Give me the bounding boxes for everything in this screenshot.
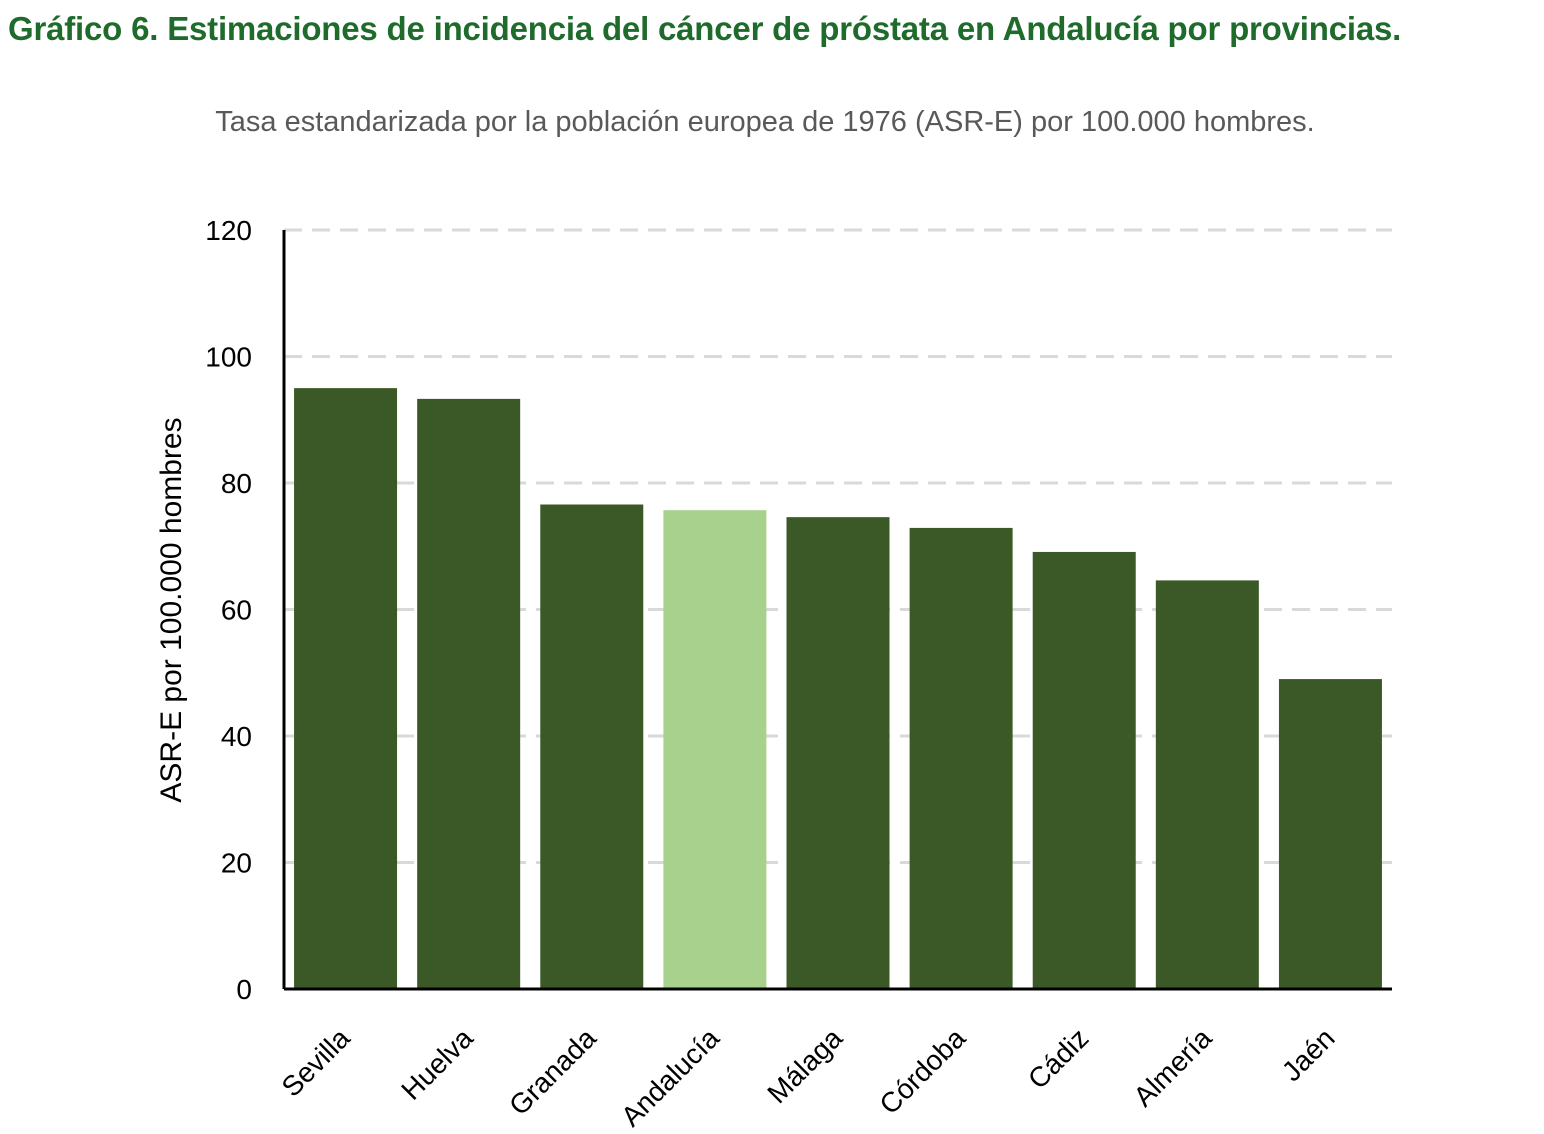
bar-málaga <box>786 517 890 989</box>
y-tick-labels: 0 20 40 60 80 100 120 <box>205 215 252 1005</box>
bar-cádiz <box>1032 551 1136 989</box>
bar-córdoba <box>909 527 1013 989</box>
y-tick-label: 0 <box>236 974 252 1005</box>
x-tick-label: Córdoba <box>873 1022 971 1120</box>
bars <box>294 388 1382 989</box>
x-tick-label: Sevilla <box>276 1022 357 1103</box>
y-tick-label: 100 <box>205 342 252 373</box>
bar-sevilla <box>294 388 398 989</box>
bar-almería <box>1155 580 1259 989</box>
y-tick-label: 120 <box>205 215 252 246</box>
x-tick-label: Málaga <box>761 1022 848 1109</box>
bar-andalucía <box>663 510 767 989</box>
y-tick-label: 20 <box>221 848 252 879</box>
x-tick-labels: Sevilla Huelva Granada Andalucía Málaga Córdo… <box>276 1022 1341 1132</box>
chart-title: Gráfico 6. Estimaciones de incidencia de… <box>8 10 1402 47</box>
y-tick-label: 40 <box>221 721 252 752</box>
y-axis-label: ASR-E por 100.000 hombres <box>155 417 188 802</box>
bar-jaén <box>1278 679 1382 989</box>
x-tick-label: Huelva <box>395 1022 479 1106</box>
bar-granada <box>540 504 644 989</box>
x-tick-label: Jaén <box>1276 1022 1341 1087</box>
x-tick-label: Andalucía <box>615 1022 725 1132</box>
y-tick-label: 80 <box>221 468 252 499</box>
x-tick-label: Almería <box>1127 1022 1217 1112</box>
x-tick-label: Granada <box>503 1022 602 1121</box>
y-tick-label: 60 <box>221 595 252 626</box>
axes <box>282 230 1392 991</box>
x-tick-label: Cádiz <box>1022 1022 1095 1095</box>
bar-huelva <box>417 398 521 989</box>
chart-subtitle: Tasa estandarizada por la población euro… <box>215 106 1315 138</box>
